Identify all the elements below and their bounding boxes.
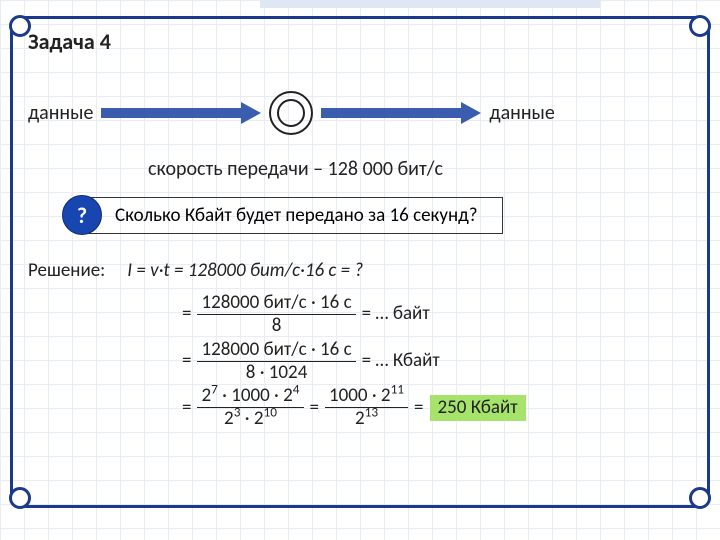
equals-sign: =	[182, 397, 191, 419]
main-eq-text: I = v·t = 128000 бит/с·16 с = ?	[127, 259, 363, 282]
question-row: ? Сколько Кбайт будет передано за 16 сек…	[62, 195, 692, 235]
speed-text: скорость передачи – 128 000 бит/с	[148, 157, 692, 181]
decoration-strip	[260, 0, 600, 8]
fraction-num: 128000 бит/с · 16 с	[197, 292, 355, 315]
fraction: 27 · 1000 · 24 23 · 210	[197, 385, 303, 430]
solution-row: Решение: I = v·t = 128000 бит/с·16 с = ?	[28, 259, 692, 282]
fraction-num: 27 · 1000 · 24	[197, 385, 303, 408]
source-label: данные	[28, 101, 93, 125]
slide-content: Задача 4 данные данные скорость передачи…	[28, 28, 692, 500]
fraction-den: 23 · 210	[220, 408, 281, 430]
equals-sign: =	[182, 303, 191, 325]
question-badge: ?	[62, 195, 102, 235]
solution-main-eq: I = v·t = 128000 бит/с·16 с = ?	[127, 259, 363, 282]
transfer-diagram: данные данные	[28, 91, 692, 135]
step-tail: = … Кбайт	[362, 350, 440, 372]
task-title: Задача 4	[28, 28, 692, 55]
step-tail: = … байт	[362, 303, 430, 325]
question-text: Сколько Кбайт будет передано за 16 секун…	[86, 197, 503, 234]
fraction-den: 8	[268, 315, 286, 337]
equals-sign: =	[310, 397, 319, 419]
fraction-num: 128000 бит/с · 16 с	[197, 339, 355, 362]
calc-step-2: = 128000 бит/с · 16 с 8 · 1024 = … Кбайт	[182, 339, 692, 384]
fraction: 128000 бит/с · 16 с 8 · 1024	[197, 339, 355, 384]
arrow-right-icon	[101, 102, 261, 124]
dest-label: данные	[489, 101, 554, 125]
corner-circle	[689, 487, 711, 509]
fraction: 1000 · 211 213	[325, 385, 408, 430]
corner-circle	[689, 15, 711, 37]
equals-sign: =	[182, 350, 191, 372]
disk-icon	[269, 91, 313, 135]
fraction-den: 8 · 1024	[242, 362, 312, 384]
calc-step-3: = 27 · 1000 · 24 23 · 210 = 1000 · 211 2…	[182, 385, 692, 430]
calc-step-1: = 128000 бит/с · 16 с 8 = … байт	[182, 292, 692, 337]
arrow-right-icon	[321, 102, 481, 124]
equals-sign: =	[414, 397, 423, 419]
final-answer: 250 Кбайт	[430, 395, 526, 421]
fraction-den: 213	[351, 408, 382, 430]
solution-label: Решение:	[28, 259, 105, 282]
calc-steps: = 128000 бит/с · 16 с 8 = … байт = 12800…	[182, 292, 692, 430]
fraction: 128000 бит/с · 16 с 8	[197, 292, 355, 337]
